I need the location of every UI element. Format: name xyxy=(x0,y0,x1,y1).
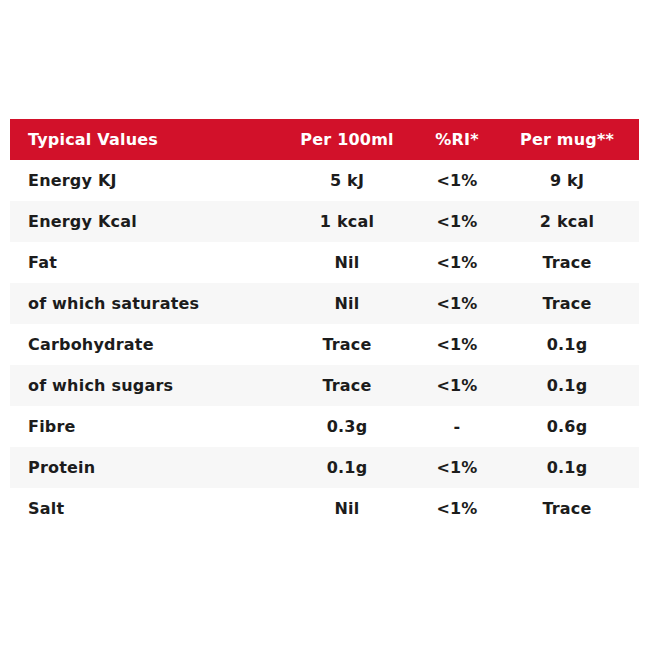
per-mug-value: 0.6g xyxy=(512,419,622,435)
ri-percent-value: <1% xyxy=(402,173,512,189)
table-row-protein: Protein 0.1g <1% 0.1g xyxy=(10,447,639,488)
nutrition-table: Typical Values Per 100ml %RI* Per mug** … xyxy=(10,119,639,529)
nutrient-label: Protein xyxy=(10,460,292,476)
header-per-mug: Per mug** xyxy=(512,132,622,148)
table-row-energy-kj: Energy KJ 5 kJ <1% 9 kJ xyxy=(10,160,639,201)
table-header-row: Typical Values Per 100ml %RI* Per mug** xyxy=(10,119,639,160)
table-row-saturates: of which saturates Nil <1% Trace xyxy=(10,283,639,324)
table-row-fat: Fat Nil <1% Trace xyxy=(10,242,639,283)
per-100ml-value: Nil xyxy=(292,501,402,517)
per-mug-value: 9 kJ xyxy=(512,173,622,189)
page: Typical Values Per 100ml %RI* Per mug** … xyxy=(0,0,650,650)
per-100ml-value: 1 kcal xyxy=(292,214,402,230)
nutrient-label: Fibre xyxy=(10,419,292,435)
per-mug-value: Trace xyxy=(512,501,622,517)
ri-percent-value: <1% xyxy=(402,460,512,476)
per-100ml-value: 5 kJ xyxy=(292,173,402,189)
nutrient-label: Salt xyxy=(10,501,292,517)
table-row-salt: Salt Nil <1% Trace xyxy=(10,488,639,529)
per-100ml-value: Nil xyxy=(292,296,402,312)
per-mug-value: Trace xyxy=(512,255,622,271)
ri-percent-value: <1% xyxy=(402,378,512,394)
per-100ml-value: 0.3g xyxy=(292,419,402,435)
per-100ml-value: Trace xyxy=(292,378,402,394)
header-typical-values: Typical Values xyxy=(10,132,292,148)
ri-percent-value: - xyxy=(402,419,512,435)
nutrient-label: of which saturates xyxy=(10,296,292,312)
ri-percent-value: <1% xyxy=(402,501,512,517)
header-per-100ml: Per 100ml xyxy=(292,132,402,148)
nutrient-label: of which sugars xyxy=(10,378,292,394)
table-row-energy-kcal: Energy Kcal 1 kcal <1% 2 kcal xyxy=(10,201,639,242)
table-row-carbohydrate: Carbohydrate Trace <1% 0.1g xyxy=(10,324,639,365)
per-100ml-value: Nil xyxy=(292,255,402,271)
ri-percent-value: <1% xyxy=(402,337,512,353)
nutrient-label: Carbohydrate xyxy=(10,337,292,353)
per-mug-value: 0.1g xyxy=(512,378,622,394)
nutrient-label: Energy KJ xyxy=(10,173,292,189)
per-100ml-value: 0.1g xyxy=(292,460,402,476)
ri-percent-value: <1% xyxy=(402,296,512,312)
table-row-fibre: Fibre 0.3g - 0.6g xyxy=(10,406,639,447)
per-100ml-value: Trace xyxy=(292,337,402,353)
per-mug-value: 2 kcal xyxy=(512,214,622,230)
nutrient-label: Energy Kcal xyxy=(10,214,292,230)
per-mug-value: Trace xyxy=(512,296,622,312)
table-row-sugars: of which sugars Trace <1% 0.1g xyxy=(10,365,639,406)
per-mug-value: 0.1g xyxy=(512,337,622,353)
ri-percent-value: <1% xyxy=(402,214,512,230)
header-ri-percent: %RI* xyxy=(402,132,512,148)
ri-percent-value: <1% xyxy=(402,255,512,271)
per-mug-value: 0.1g xyxy=(512,460,622,476)
nutrient-label: Fat xyxy=(10,255,292,271)
